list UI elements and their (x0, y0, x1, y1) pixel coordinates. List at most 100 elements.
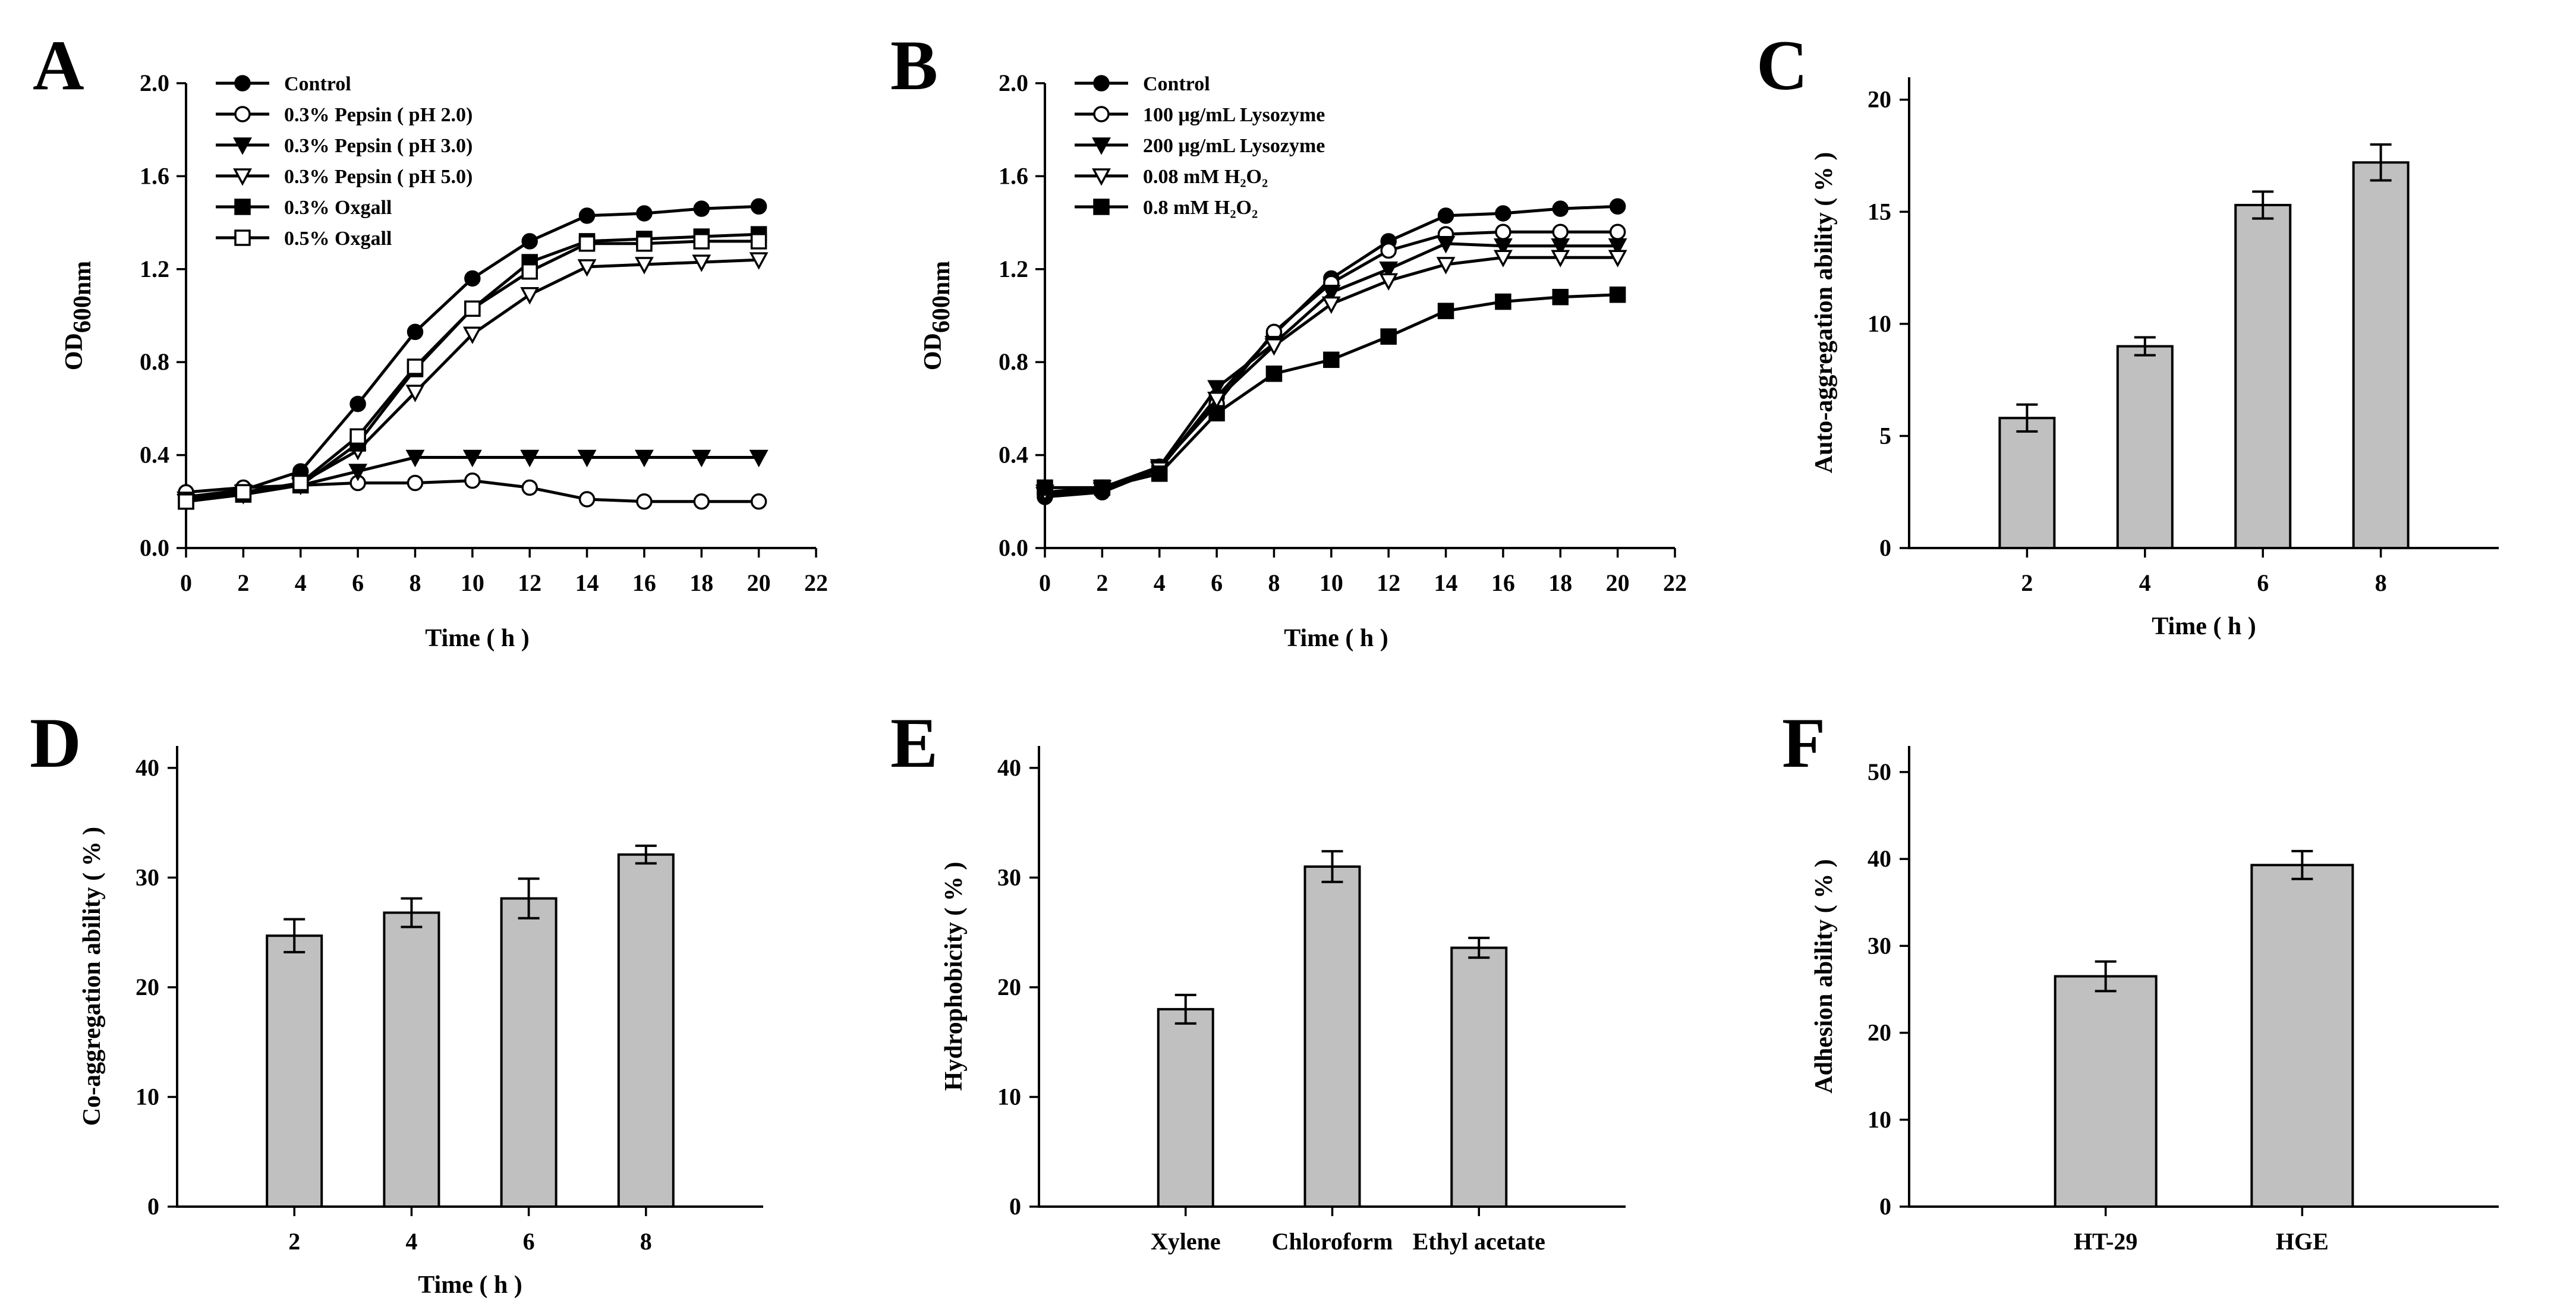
data-point (1493, 238, 1513, 256)
y-tick-label: 20 (1868, 86, 1891, 113)
data-point (1552, 288, 1569, 306)
data-point (578, 207, 596, 224)
y-tick-label: 20 (136, 974, 159, 1000)
data-point (693, 493, 710, 510)
x-tick-label: 22 (804, 569, 828, 596)
error-bar (2252, 190, 2274, 220)
x-tick-label: HT-29 (2074, 1228, 2137, 1255)
x-tick-label: 0 (1039, 569, 1051, 596)
legend-label: Control (284, 73, 351, 95)
data-point (693, 200, 710, 217)
bar (2250, 864, 2354, 1208)
legend-marker (233, 168, 252, 186)
data-point (1552, 223, 1569, 240)
y-tick-label: 0 (1879, 534, 1891, 561)
panel-label: E (890, 703, 938, 782)
data-point (464, 270, 481, 287)
error-bar (2370, 143, 2392, 182)
data-point (1495, 205, 1511, 222)
error-bar (518, 877, 540, 920)
y-tick-label: 30 (997, 864, 1021, 890)
data-point (1321, 296, 1341, 314)
panel-label: C (1756, 26, 1808, 105)
data-point (1436, 257, 1456, 275)
data-point (1437, 207, 1454, 224)
data-point (521, 263, 538, 280)
y-tick-label: 10 (1868, 310, 1891, 337)
data-point (407, 358, 424, 375)
x-tick-label: 2 (237, 569, 249, 596)
bar (2234, 203, 2292, 549)
data-point (521, 479, 538, 496)
legend-label: 0.3% Pepsin ( pH 2.0) (284, 104, 473, 126)
data-point (405, 385, 425, 402)
x-tick-label: 4 (405, 1228, 417, 1255)
x-tick-label: 4 (2139, 569, 2151, 596)
legend-marker (1092, 168, 1111, 186)
data-point (636, 205, 653, 222)
x-tick-label: 14 (1434, 569, 1458, 596)
data-point (634, 449, 654, 468)
data-point (1436, 236, 1456, 254)
y-tick-label: 15 (1868, 198, 1891, 225)
y-tick-label: 0.0 (140, 534, 169, 561)
data-point (1265, 366, 1283, 382)
bar (266, 934, 323, 1208)
y-tick-label: 2.0 (140, 70, 169, 96)
panel-b: B 0.0 0.4 0.8 1.2 1.6 2.0 0 2 4 6 8 10 12 14 16 18 20 22 Ti… (890, 26, 1687, 652)
y-tick-label: 10 (1868, 1106, 1891, 1133)
data-point (407, 474, 424, 492)
legend-marker (1093, 106, 1110, 122)
error-bar (2134, 336, 2156, 357)
panel-e: E 0 10 20 30 40 Xylene Chloroform Ethyl acetate H… (890, 703, 1626, 1255)
y-tick-label: 1.2 (999, 256, 1028, 282)
y-tick-label: 1.2 (140, 256, 169, 282)
data-point (1609, 198, 1626, 215)
legend-label: 100 μg/mL Lysozyme (1143, 104, 1325, 126)
bar (617, 853, 675, 1208)
data-point (1551, 238, 1570, 256)
bar (1998, 417, 2056, 549)
legend-marker (234, 229, 251, 246)
x-tick-label: 6 (523, 1228, 535, 1255)
data-point (1321, 285, 1341, 303)
error-bar (401, 897, 423, 928)
data-point (578, 491, 596, 508)
x-tick-label: 12 (1377, 569, 1400, 596)
y-tick-label: 20 (997, 974, 1021, 1000)
x-tick-label: 14 (575, 569, 599, 596)
y-tick-label: 40 (1868, 845, 1891, 872)
bar (500, 897, 558, 1208)
data-point (1207, 380, 1227, 398)
legend-marker (234, 75, 251, 92)
data-point (636, 235, 653, 252)
y-axis-title: Co-aggregation ability ( % ) (78, 827, 106, 1126)
data-point (1264, 338, 1284, 356)
panel-d: D 0 10 20 30 40 2 4 6 8 Time ( h ) Co-aggregation a… (30, 703, 763, 1299)
y-axis-title-subscript: 600nm (69, 261, 96, 333)
y-tick-label: 50 (1868, 758, 1891, 785)
error-bar (1174, 993, 1196, 1025)
data-point (1094, 479, 1111, 496)
x-tick-label: 8 (409, 569, 421, 596)
legend-label: 0.3% Pepsin ( pH 3.0) (284, 135, 473, 157)
data-point (520, 287, 540, 305)
legend-marker (234, 106, 251, 122)
series-4 (1037, 287, 1626, 496)
data-point (749, 252, 769, 270)
x-axis-title: Time ( h ) (1284, 625, 1388, 652)
bar (383, 911, 440, 1208)
data-point (693, 233, 710, 250)
data-point (462, 449, 482, 468)
panel-a: A 0.0 0.4 0.8 1.2 1.6 2.0 0 2 4 6 8 10 12 14 16 18 20 22 Ti… (33, 26, 828, 652)
error-bar (1321, 850, 1343, 883)
data-point (1608, 250, 1627, 267)
x-tick-label: 4 (1154, 569, 1166, 596)
x-tick-label: HGE (2276, 1228, 2329, 1255)
y-tick-label: 0 (1009, 1193, 1021, 1220)
y-axis-title: Auto-aggregation ability ( % ) (1810, 152, 1838, 474)
x-tick-label: 20 (747, 569, 771, 596)
data-point (521, 233, 538, 250)
legend-label: 0.3% Oxgall (284, 197, 392, 219)
y-tick-label: 40 (997, 754, 1021, 781)
